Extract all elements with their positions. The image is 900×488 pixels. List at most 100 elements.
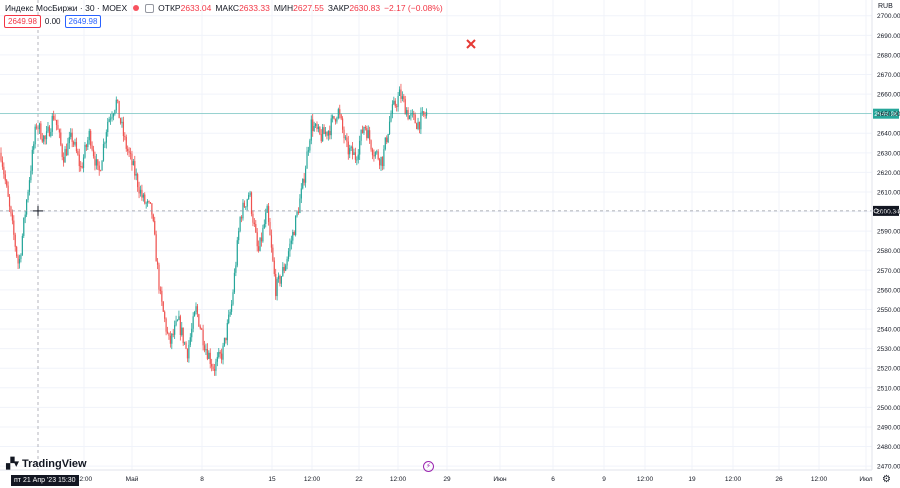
candle-body [373,155,375,157]
candle-body [178,316,180,320]
candle-body [263,223,265,228]
candle-body [379,159,381,166]
candle-body [105,132,107,143]
candle-body [296,211,298,216]
x-tick-label: 29 [443,476,451,483]
candle-body [118,100,120,119]
candle-body [53,115,55,120]
change-value: −2.17 (−0.08%) [384,3,443,13]
symbol-title[interactable]: Индекс МосБиржи · 30 · MOEX [5,3,128,13]
candle-body [258,246,260,251]
candle-body [276,279,278,297]
candle-body [11,213,13,221]
candle-body [396,106,398,108]
y-tick-label: 2530.00 [877,346,900,353]
candle-body [262,227,264,242]
sell-button[interactable]: 2649.98 [4,15,41,28]
candle-body [414,114,416,124]
candle-body [388,121,391,135]
candle-body [171,333,173,344]
candle-body [205,349,207,351]
candle-body [324,131,327,135]
crosshair-plus-icon[interactable] [873,208,879,214]
candle-body [10,206,12,214]
candle-body [6,180,8,186]
candle-body [125,136,127,149]
candle-body [80,166,82,167]
x-mark-icon[interactable] [466,39,476,49]
y-tick-label: 2480.00 [877,444,900,451]
gear-icon[interactable]: ⚙ [882,474,891,485]
candle-body [142,194,144,198]
candle-body [13,220,15,235]
candle-body [374,152,376,157]
candle-body [34,126,36,145]
candle-body [68,136,70,144]
candle-body [349,148,351,155]
candle-body [253,222,255,225]
candle-body [383,149,385,167]
buy-button[interactable]: 2649.98 [64,15,102,28]
candle-body [7,185,9,197]
candle-body [320,134,322,142]
candle-body [139,189,142,194]
candle-body [209,352,211,364]
candle-body [188,344,190,359]
candle-body [33,144,35,150]
candle-body [75,141,78,152]
candle-body [300,188,302,199]
candle-body [319,126,321,135]
candle-body [410,113,412,116]
candle-body [17,256,19,264]
candle-body [279,275,281,284]
candle-body [287,251,290,260]
x-tick-label: 12:00 [76,476,93,483]
currency-label[interactable]: RUB [878,3,893,10]
candle-body [23,217,25,236]
last-price-badge [873,108,899,119]
time-axis[interactable]: 12:00 Май 8 15 12:00 22 12:00 29 Июн 6 9 12:00 19 12:… [0,469,873,483]
candle-body [40,123,42,139]
candle-body [275,273,277,297]
x-tick-label: 12:00 [390,476,407,483]
candle-body [57,125,59,130]
candle-body [394,100,396,107]
candle-body [386,137,388,143]
candle-body [323,127,325,135]
candle-body [117,99,119,101]
candle-body [292,232,294,241]
compare-icon[interactable] [145,3,155,13]
close-label: ЗАКР [327,3,350,13]
y-tick-label: 2620.00 [877,170,900,177]
y-tick-label: 2680.00 [877,52,900,59]
candle-body [192,316,194,329]
candle-body [216,356,218,362]
candle-body [317,126,320,130]
candle-body [196,306,199,315]
bolt-icon[interactable]: ⚡ [423,461,434,472]
x-tick-label: 12:00 [725,476,742,483]
tradingview-logo[interactable]: ▞▾ TradingView [6,457,87,471]
candle-body [203,345,206,351]
candle-body [310,119,312,141]
candle-body [134,161,136,176]
open-label: ОТКР [158,3,181,13]
candle-body [14,234,16,247]
candle-body [369,130,371,141]
candle-body [21,235,23,255]
candle-body [266,206,268,213]
candle-body [420,112,422,130]
candles [0,83,428,376]
y-tick-label: 2650.00 [877,111,900,118]
candle-body [148,201,150,203]
candle-body [334,118,337,122]
candle-body [350,146,352,149]
candle-body [41,138,43,142]
candle-body [239,217,241,232]
price-axis[interactable]: 2470.00 2480.00 2490.00 2500.00 2510.00 2520.… [871,0,900,471]
candle-body [250,192,253,214]
candle-body [387,134,389,143]
candle-body [102,144,105,161]
candle-body [109,118,112,120]
